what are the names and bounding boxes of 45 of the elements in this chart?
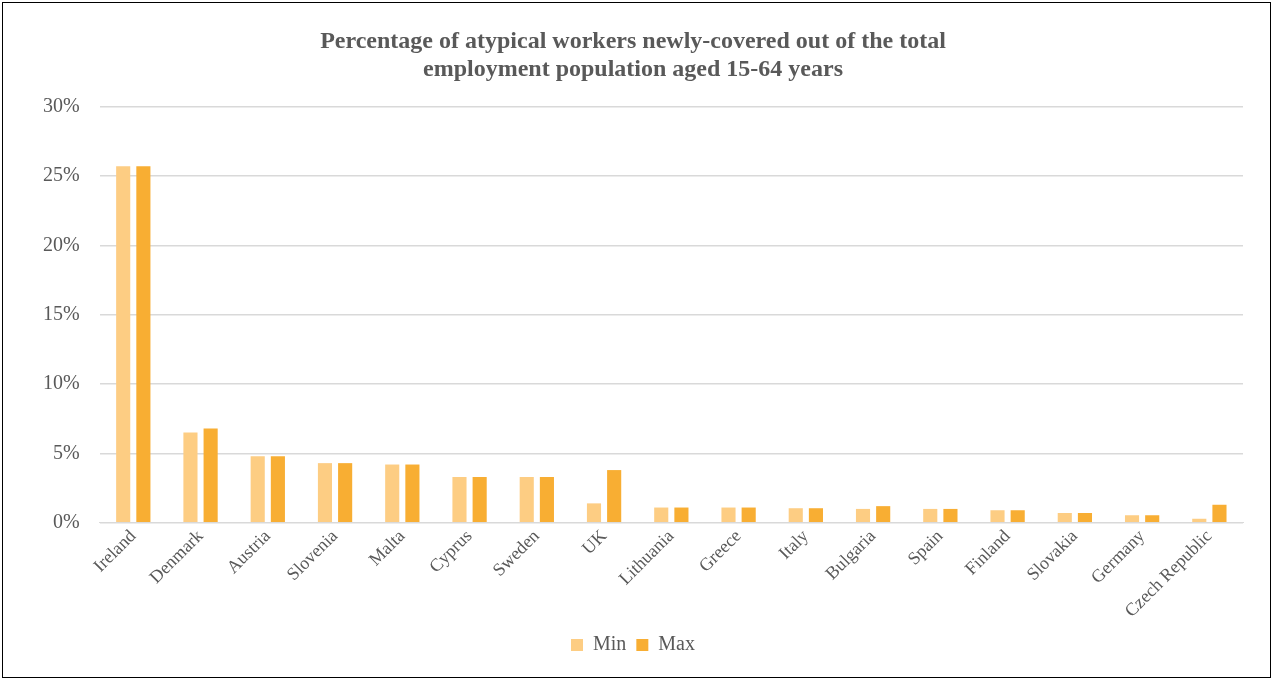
bar <box>876 506 891 523</box>
y-tick-label: 0% <box>52 510 80 533</box>
y-tick-label: 5% <box>52 440 80 463</box>
y-tick-label: 15% <box>42 301 80 324</box>
bar <box>385 464 400 523</box>
bar <box>539 477 554 523</box>
legend-label: Max <box>658 632 696 655</box>
bar <box>519 477 534 523</box>
bar <box>788 508 803 523</box>
bar <box>1212 504 1227 523</box>
y-tick-label: 30% <box>42 93 80 116</box>
bar <box>674 507 689 523</box>
bar <box>721 507 736 523</box>
bar <box>1145 515 1160 523</box>
chart-title: Percentage of atypical workers newly-covered out of the total employment population aged 15-64 years <box>320 26 947 82</box>
bar <box>855 508 871 523</box>
bar <box>405 464 420 523</box>
bar <box>136 166 151 523</box>
bar <box>990 510 1005 523</box>
bar <box>923 508 938 523</box>
bar <box>1057 513 1072 523</box>
bar <box>183 432 198 523</box>
bar <box>472 477 487 523</box>
x-tick-label: Italy <box>774 525 813 563</box>
bar <box>586 503 602 523</box>
bar <box>116 166 131 523</box>
bar <box>808 508 823 523</box>
bar <box>607 470 622 523</box>
y-tick-label: 20% <box>42 232 80 255</box>
bar <box>1010 510 1025 523</box>
bar <box>317 463 333 523</box>
bar <box>270 456 285 523</box>
y-tick-label: 10% <box>42 371 80 394</box>
bar <box>452 477 467 523</box>
bar <box>741 507 756 523</box>
y-tick-label: 25% <box>42 163 80 186</box>
bar <box>203 428 218 523</box>
bar <box>1077 513 1093 523</box>
bar <box>943 508 958 523</box>
x-tick-label: UK <box>577 525 611 558</box>
bar <box>338 463 353 523</box>
bar <box>654 507 669 523</box>
bar <box>250 456 265 523</box>
legend-label: Min <box>593 632 627 655</box>
bar <box>1124 515 1140 523</box>
